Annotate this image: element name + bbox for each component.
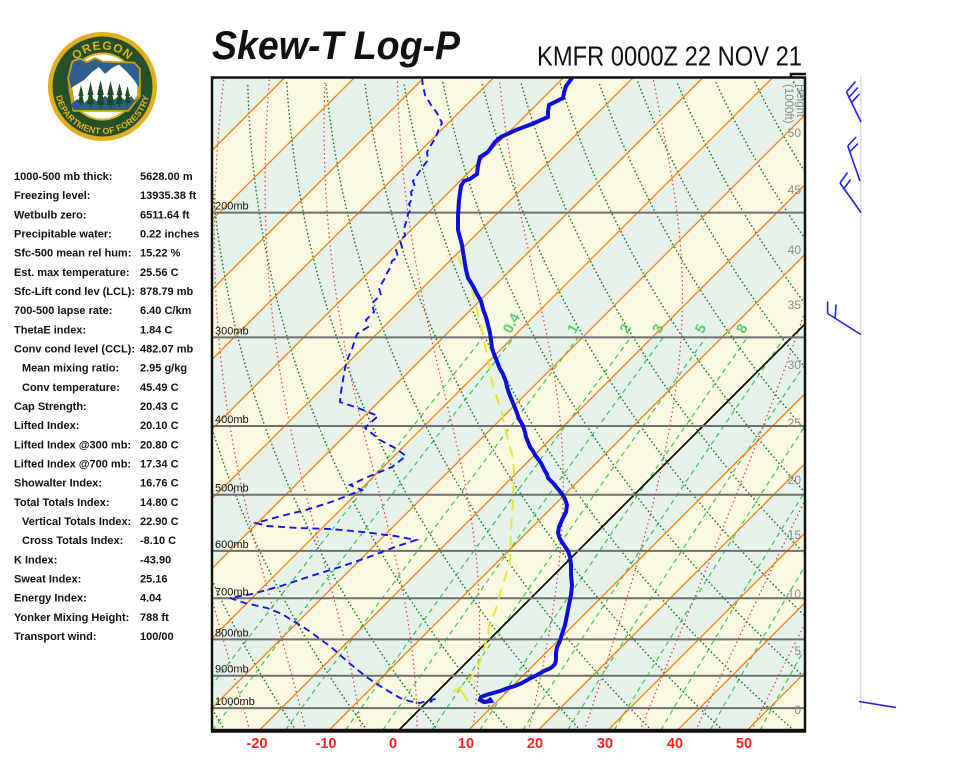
svg-text:Wetbulb zero:: Wetbulb zero: <box>14 209 87 221</box>
svg-text:20: 20 <box>788 473 802 487</box>
svg-text:482.07 mb: 482.07 mb <box>140 344 193 356</box>
svg-text:0.22 inches: 0.22 inches <box>140 229 199 241</box>
svg-text:30: 30 <box>788 358 802 372</box>
svg-text:17.34 C: 17.34 C <box>140 459 179 471</box>
svg-text:Precipitable water:: Precipitable water: <box>14 229 112 241</box>
svg-text:100/00: 100/00 <box>140 631 174 643</box>
svg-text:Lifted Index @700 mb:: Lifted Index @700 mb: <box>14 459 131 471</box>
svg-text:-43.90: -43.90 <box>140 554 171 566</box>
svg-text:Cross Totals Index:: Cross Totals Index: <box>22 535 123 547</box>
svg-text:K Index:: K Index: <box>14 554 57 566</box>
svg-text:50: 50 <box>788 126 802 140</box>
svg-text:45.49 C: 45.49 C <box>140 382 179 394</box>
svg-text:25.56 C: 25.56 C <box>140 267 179 279</box>
svg-text:400mb: 400mb <box>215 414 249 426</box>
svg-text:20.80 C: 20.80 C <box>140 439 179 451</box>
svg-text:14.80 C: 14.80 C <box>140 497 179 509</box>
svg-text:700-500 lapse rate:: 700-500 lapse rate: <box>14 305 112 317</box>
svg-text:40: 40 <box>788 243 802 257</box>
svg-text:4.04: 4.04 <box>140 593 162 605</box>
svg-text:25.16: 25.16 <box>140 574 168 586</box>
svg-text:Mean mixing ratio:: Mean mixing ratio: <box>22 363 119 375</box>
svg-text:-8.10 C: -8.10 C <box>140 535 176 547</box>
svg-text:45: 45 <box>788 183 802 197</box>
svg-text:Cap Strength:: Cap Strength: <box>14 401 87 413</box>
svg-text:600mb: 600mb <box>215 539 249 551</box>
svg-text:40: 40 <box>667 736 683 752</box>
svg-text:Height: Height <box>794 84 806 118</box>
svg-text:-10: -10 <box>316 736 337 752</box>
svg-text:1000-500 mb thick:: 1000-500 mb thick: <box>14 171 112 183</box>
svg-text:Est. max temperature:: Est. max temperature: <box>14 267 130 279</box>
svg-text:20: 20 <box>527 736 543 752</box>
svg-text:Showalter Index:: Showalter Index: <box>14 478 102 490</box>
svg-text:(1000ft): (1000ft) <box>782 84 794 124</box>
svg-text:Yonker Mixing Height:: Yonker Mixing Height: <box>14 612 129 624</box>
svg-text:0: 0 <box>794 703 801 717</box>
svg-text:Vertical Totals Index:: Vertical Totals Index: <box>22 516 131 528</box>
svg-text:35: 35 <box>788 298 802 312</box>
svg-text:Sfc-Lift cond lev (LCL):: Sfc-Lift cond lev (LCL): <box>14 286 135 298</box>
svg-text:900mb: 900mb <box>215 664 249 676</box>
svg-text:0: 0 <box>389 736 397 752</box>
svg-text:5: 5 <box>794 644 801 658</box>
svg-text:25: 25 <box>788 416 802 430</box>
svg-text:200mb: 200mb <box>215 201 249 213</box>
svg-text:Energy Index:: Energy Index: <box>14 593 87 605</box>
svg-text:Skew-T Log-P: Skew-T Log-P <box>212 24 460 68</box>
svg-text:300mb: 300mb <box>215 325 249 337</box>
svg-text:5628.00 m: 5628.00 m <box>140 171 193 183</box>
svg-text:1.84 C: 1.84 C <box>140 324 172 336</box>
svg-text:-20: -20 <box>247 736 268 752</box>
svg-text:15: 15 <box>788 528 802 542</box>
svg-text:6.40 C/km: 6.40 C/km <box>140 305 192 317</box>
svg-text:2.95 g/kg: 2.95 g/kg <box>140 363 187 375</box>
svg-text:20.43 C: 20.43 C <box>140 401 179 413</box>
svg-text:6511.64 ft: 6511.64 ft <box>140 209 190 221</box>
svg-text:22.90 C: 22.90 C <box>140 516 179 528</box>
svg-text:Transport wind:: Transport wind: <box>14 631 97 643</box>
svg-text:Freezing level:: Freezing level: <box>14 190 90 202</box>
svg-text:Sfc-500 mean rel hum:: Sfc-500 mean rel hum: <box>14 248 131 260</box>
svg-text:800mb: 800mb <box>215 627 249 639</box>
svg-text:788 ft: 788 ft <box>140 612 169 624</box>
svg-text:Lifted Index:: Lifted Index: <box>14 420 79 432</box>
svg-text:30: 30 <box>597 736 613 752</box>
svg-text:13935.38 ft: 13935.38 ft <box>140 190 197 202</box>
svg-text:20.10 C: 20.10 C <box>140 420 179 432</box>
svg-text:Lifted Index @300 mb:: Lifted Index @300 mb: <box>14 439 131 451</box>
svg-text:ThetaE index:: ThetaE index: <box>14 324 86 336</box>
svg-text:500mb: 500mb <box>215 483 249 495</box>
svg-text:Sweat Index:: Sweat Index: <box>14 574 81 586</box>
svg-text:Conv cond level (CCL):: Conv cond level (CCL): <box>14 344 135 356</box>
svg-text:1000mb: 1000mb <box>215 696 255 708</box>
svg-text:700mb: 700mb <box>215 586 249 598</box>
svg-text:50: 50 <box>736 736 752 752</box>
svg-text:16.76 C: 16.76 C <box>140 478 179 490</box>
svg-text:15.22 %: 15.22 % <box>140 248 181 260</box>
svg-text:878.79 mb: 878.79 mb <box>140 286 193 298</box>
svg-text:10: 10 <box>788 587 802 601</box>
svg-text:Conv temperature:: Conv temperature: <box>22 382 120 394</box>
svg-text:10: 10 <box>458 736 474 752</box>
svg-text:KMFR 0000Z 22 NOV 21: KMFR 0000Z 22 NOV 21 <box>537 41 802 72</box>
svg-text:Total Totals Index:: Total Totals Index: <box>14 497 110 509</box>
